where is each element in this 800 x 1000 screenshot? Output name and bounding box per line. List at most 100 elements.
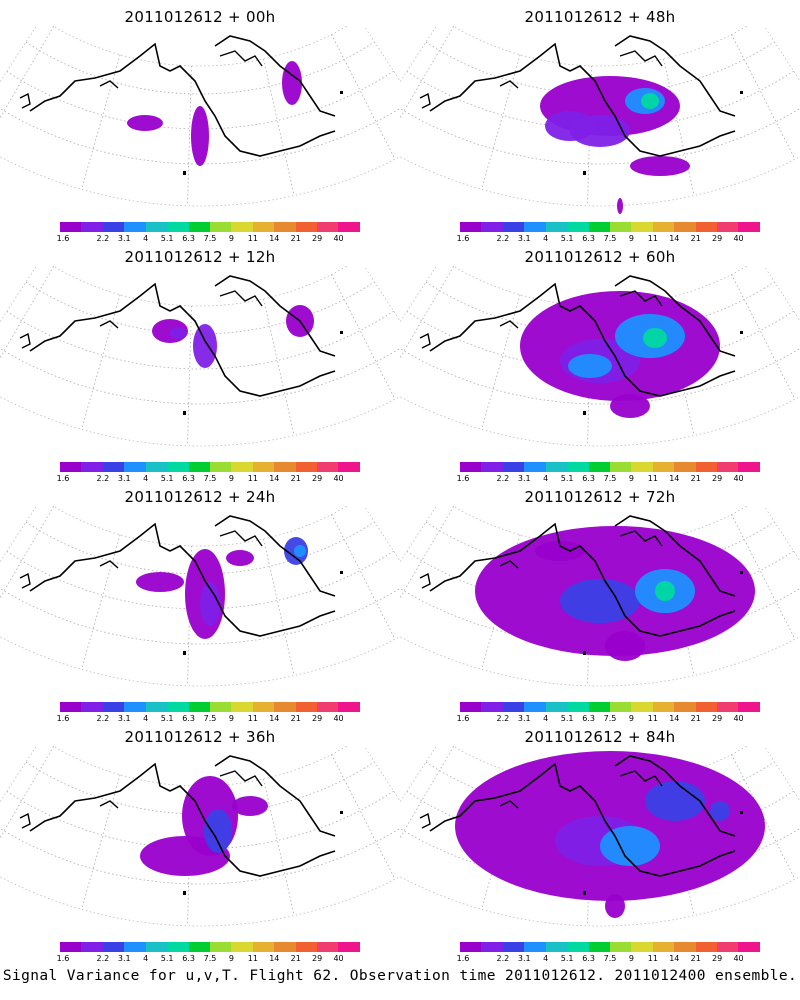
domain-outline <box>0 746 400 927</box>
variance-shading <box>617 198 623 214</box>
colorbar-swatch <box>567 942 589 952</box>
latitude-gridline <box>0 347 400 405</box>
colorbar-tick-label: 9 <box>228 474 234 483</box>
colorbar-tick-label: 4 <box>143 714 149 723</box>
colorbar-swatch <box>124 942 146 952</box>
colorbar-swatch <box>674 462 696 472</box>
coastline <box>219 290 263 307</box>
colorbar-tick-label: 7.5 <box>603 474 617 483</box>
colorbar-swatch <box>524 702 546 712</box>
coastline <box>219 530 263 547</box>
colorbar-swatch <box>695 462 718 472</box>
panel-title: 2011012612 + 24h <box>124 488 276 506</box>
colorbar-swatch <box>295 942 318 952</box>
colorbar-ticks: 1.6 2.2 3.1 4 5.1 6.3 7.5 9 11 14 21 29 40 <box>57 474 360 484</box>
coastline <box>619 50 663 67</box>
coastline <box>619 770 663 787</box>
colorbar-ticks: 1.6 2.2 3.1 4 5.1 6.3 7.5 9 11 14 21 29 40 <box>457 474 760 484</box>
colorbar-tick-label: 21 <box>290 714 301 723</box>
colorbar-tick-label: 5.1 <box>560 954 574 963</box>
colorbar-tick-label: 3.1 <box>117 474 131 483</box>
meridian-gridline <box>331 514 396 640</box>
variance-shading <box>193 324 217 368</box>
colorbar-swatch <box>652 222 675 232</box>
colorbar-tick-label: 40 <box>333 234 344 243</box>
colorbar-swatch <box>124 702 146 712</box>
colorbar-swatch <box>545 942 568 952</box>
coastline <box>214 275 336 357</box>
colorbar-swatch <box>317 702 339 712</box>
meridian-gridline <box>400 506 454 599</box>
colorbar-swatch <box>738 462 760 472</box>
variance-shading <box>610 394 650 418</box>
colorbar-tick-label: 4 <box>543 234 549 243</box>
colorbar-swatch <box>145 462 168 472</box>
colorbar-swatch <box>460 222 482 232</box>
colorbar-swatch <box>717 702 739 712</box>
polar-map <box>0 746 400 927</box>
panel-title: 2011012612 + 48h <box>524 8 676 26</box>
colorbar-swatch <box>252 222 275 232</box>
latitude-gridline <box>400 107 800 165</box>
colorbar-swatch <box>317 462 339 472</box>
colorbar-swatch <box>502 702 525 712</box>
colorbar-swatch <box>188 462 210 472</box>
colorbar-swatch <box>652 942 675 952</box>
variance-shading <box>710 801 730 821</box>
colorbar-swatch <box>102 222 125 232</box>
colorbar-tick-label: 2.2 <box>96 714 110 723</box>
colorbar-swatch <box>588 942 610 952</box>
colorbar-swatch <box>317 222 339 232</box>
colorbar-tick-label: 9 <box>228 714 234 723</box>
colorbar-tick-label: 40 <box>333 954 344 963</box>
panel-title: 2011012612 + 84h <box>524 728 676 746</box>
island <box>183 171 186 175</box>
variance-shading <box>568 354 612 378</box>
colorbar-tick-label: 1.6 <box>456 234 470 243</box>
colorbar-tick-label: 6.3 <box>182 714 195 723</box>
colorbar-tick-label: 4 <box>543 714 549 723</box>
colorbar-tick-label: 7.5 <box>203 714 217 723</box>
colorbar-tick-label: 5.1 <box>160 474 174 483</box>
colorbar-tick-label: 14 <box>269 234 280 243</box>
polar-map <box>0 26 400 207</box>
colorbar-tick-label: 9 <box>628 234 634 243</box>
figure-caption: Signal Variance for u,v,T. Flight 62. Ob… <box>2 968 798 984</box>
panel-title: 2011012612 + 60h <box>524 248 676 266</box>
colorbar <box>60 222 360 232</box>
colorbar-tick-label: 1.6 <box>56 234 70 243</box>
coastline <box>419 812 431 829</box>
variance-shading <box>191 106 209 166</box>
coastline <box>614 275 736 357</box>
colorbar-swatch <box>81 222 103 232</box>
colorbar-swatch <box>338 702 360 712</box>
colorbar <box>460 462 760 472</box>
colorbar-swatch <box>188 222 210 232</box>
colorbar-tick-label: 5.1 <box>160 714 174 723</box>
colorbar-tick-label: 11 <box>647 954 658 963</box>
meridian-gridline <box>587 305 592 446</box>
domain-outline <box>400 746 800 927</box>
colorbar-tick-label: 9 <box>228 234 234 243</box>
coastline <box>29 42 336 157</box>
island <box>740 811 743 814</box>
meridian-gridline <box>187 785 192 926</box>
colorbar-swatch <box>145 222 168 232</box>
colorbar-swatch <box>295 702 318 712</box>
colorbar-swatch <box>124 462 146 472</box>
colorbar-swatch <box>588 222 610 232</box>
colorbar-swatch <box>188 942 210 952</box>
colorbar-swatch <box>631 702 653 712</box>
coastline <box>29 282 336 397</box>
colorbar-swatch <box>167 942 189 952</box>
variance-shading <box>605 631 645 661</box>
colorbar-swatch <box>338 222 360 232</box>
colorbar-tick-label: 7.5 <box>203 954 217 963</box>
colorbar-tick-label: 21 <box>290 954 301 963</box>
variance-shading <box>643 328 667 348</box>
colorbar-swatch <box>588 702 610 712</box>
coastline <box>499 800 519 809</box>
colorbar-swatch <box>317 942 339 952</box>
colorbar-tick-label: 9 <box>628 474 634 483</box>
meridian-gridline <box>587 785 592 926</box>
